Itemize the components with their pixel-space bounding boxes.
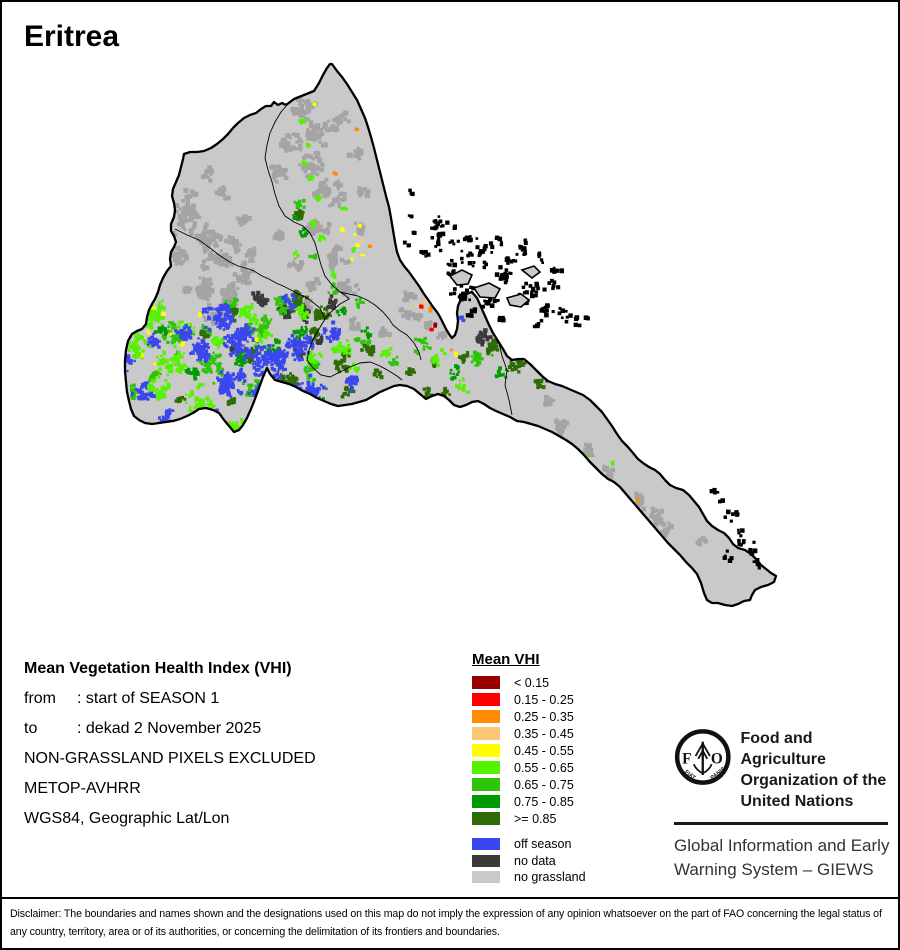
legend-classes: < 0.15 0.15 - 0.25 0.25 - 0.35 0.35 - 0.45 0… [472,675,586,826]
legend-label: 0.25 - 0.35 [514,709,574,724]
branding-divider [674,822,888,825]
legend-swatch [472,871,500,883]
legend-row: 0.75 - 0.85 [472,794,586,809]
legend-row: >= 0.85 [472,811,586,826]
fao-org-name: Food and Agriculture Organization of the U… [741,726,891,812]
vhi-legend: Mean VHI < 0.15 0.15 - 0.25 0.25 - 0.35 0.3… [472,651,586,888]
legend-row: 0.45 - 0.55 [472,743,586,758]
legend-label: 0.35 - 0.45 [514,726,574,741]
svg-text:F: F [682,750,691,767]
legend-row: 0.35 - 0.45 [472,726,586,741]
legend-swatch [472,676,500,689]
fao-logo-icon: F O FIAT PANIS [674,729,731,785]
info-row-label: to [24,720,38,737]
legend-title: Mean VHI [472,651,540,668]
legend-label: off season [514,837,572,851]
legend-swatch [472,710,500,723]
legend-row: 0.15 - 0.25 [472,692,586,707]
legend-row: < 0.15 [472,675,586,690]
giews-name-line: Global Information and Early [674,835,890,855]
legend-label: < 0.15 [514,675,550,690]
legend-swatch [472,727,500,740]
legend-label: no grassland [514,870,586,884]
legend-label: 0.15 - 0.25 [514,692,574,707]
legend-label: >= 0.85 [514,811,557,826]
legend-row: 0.25 - 0.35 [472,709,586,724]
info-line: NON-GRASSLAND PIXELS EXCLUDED [24,750,316,767]
info-row-value: : dekad 2 November 2025 [77,720,262,737]
legend-label: 0.75 - 0.85 [514,794,574,809]
info-row-label: from [24,690,56,707]
disclaimer-bar: Disclaimer: The boundaries and names sho… [2,897,898,948]
org-name-line: Organization of the [740,772,887,789]
org-name-line: United Nations [740,793,854,810]
fao-branding: F O FIAT PANIS Food and Agriculture Organ… [674,726,890,882]
legend-row: off season [472,837,586,851]
info-line: METOP-AVHRR [24,780,141,797]
legend-label: no data [514,853,556,868]
svg-text:O: O [711,750,723,767]
legend-swatch [472,761,500,774]
info-row-value: : start of SEASON 1 [77,690,220,707]
legend-row: 0.55 - 0.65 [472,760,586,775]
legend-row: no grassland [472,870,586,884]
legend-swatch [472,838,500,850]
org-name-line: Food and Agriculture [740,730,826,768]
info-line: WGS84, Geographic Lat/Lon [24,810,230,827]
legend-swatch [472,812,500,825]
legend-label: 0.65 - 0.75 [514,777,574,792]
legend-row: 0.65 - 0.75 [472,777,586,792]
giews-name-line: Warning System – GIEWS [674,859,874,879]
page-title: Eritrea [24,20,120,53]
legend-swatch [472,854,500,867]
legend-swatch [472,693,500,706]
info-row: to : dekad 2 November 2025 [24,714,316,744]
legend-label: 0.55 - 0.65 [514,760,574,775]
info-heading: Mean Vegetation Health Index (VHI) [24,660,292,677]
info-row: from : start of SEASON 1 [24,684,316,714]
disclaimer-text: Disclaimer: The boundaries and names sho… [10,908,882,938]
map-info-block: Mean Vegetation Health Index (VHI) from:… [24,654,316,834]
legend-label: 0.45 - 0.55 [514,743,574,758]
legend-swatch [472,795,500,808]
legend-swatch [472,778,500,791]
legend-extra-classes: off season no data no grassland [472,837,586,884]
legend-swatch [472,744,500,757]
giews-name: Global Information and Early Warning Syst… [674,834,890,882]
legend-row: no data [472,853,586,868]
